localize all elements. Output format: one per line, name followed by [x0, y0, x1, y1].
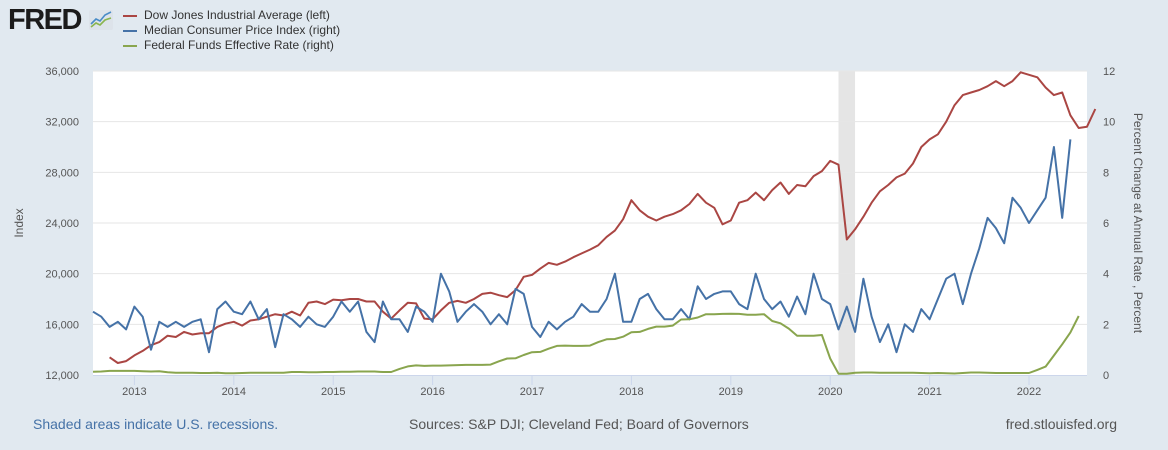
right-tick-label: 4 — [1103, 269, 1109, 281]
grid-layer — [93, 70, 1087, 325]
right-tick-label: 0 — [1103, 370, 1109, 382]
series-line-djia — [109, 71, 1097, 364]
recession-note-link[interactable]: Shaded areas indicate U.S. recessions. — [33, 416, 279, 432]
right-tick-label: 2 — [1103, 319, 1109, 331]
x-tick-label: 2014 — [222, 386, 246, 398]
right-y-axis: 0 2 4 6 8 10 12 — [1103, 66, 1115, 382]
right-tick-label: 10 — [1103, 117, 1115, 129]
x-tick-label: 2013 — [122, 386, 146, 398]
left-tick-label: 36,000 — [45, 66, 79, 78]
chart-legend: Dow Jones Industrial Average (left) Medi… — [123, 8, 340, 53]
left-tick-label: 28,000 — [45, 167, 79, 179]
sources-text: Sources: S&P DJI; Cleveland Fed; Board o… — [409, 416, 749, 432]
x-tick-label: 2021 — [917, 386, 941, 398]
left-tick-label: 20,000 — [45, 269, 79, 281]
right-tick-label: 6 — [1103, 218, 1109, 230]
chart-trend-icon — [89, 10, 113, 30]
x-axis: 2013 2014 2015 2016 2017 2018 2019 2020 2021 2022 — [93, 375, 1087, 398]
fred-logo[interactable]: FRED — [8, 4, 82, 36]
right-axis-title: Percent Change at Annual Rate , Percent — [1131, 113, 1145, 334]
legend-item-fed-funds[interactable]: Federal Funds Effective Rate (right) — [123, 38, 340, 53]
x-tick-label: 2022 — [1017, 386, 1041, 398]
right-tick-label: 12 — [1103, 66, 1115, 78]
left-y-axis: 12,000 16,000 20,000 24,000 28,000 32,000 36,0… — [45, 66, 79, 382]
legend-label-fed-funds: Federal Funds Effective Rate (right) — [144, 38, 334, 52]
legend-swatch-fed-funds — [123, 44, 137, 47]
legend-swatch-djia — [123, 14, 137, 17]
legend-label-djia: Dow Jones Industrial Average (left) — [144, 8, 330, 22]
x-tick-label: 2019 — [719, 386, 743, 398]
legend-swatch-median-cpi — [123, 29, 137, 32]
left-tick-label: 24,000 — [45, 218, 79, 230]
legend-item-median-cpi[interactable]: Median Consumer Price Index (right) — [123, 23, 340, 38]
series-line-median-cpi — [92, 139, 1072, 354]
left-tick-label: 16,000 — [45, 319, 79, 331]
right-tick-label: 8 — [1103, 167, 1109, 179]
x-tick-label: 2016 — [420, 386, 444, 398]
x-tick-label: 2020 — [818, 386, 842, 398]
left-axis-title: Index — [12, 208, 26, 237]
x-tick-label: 2017 — [520, 386, 544, 398]
x-tick-label: 2018 — [619, 386, 643, 398]
left-tick-label: 12,000 — [45, 370, 79, 382]
legend-item-djia[interactable]: Dow Jones Industrial Average (left) — [123, 8, 340, 23]
series-line-fed-funds — [92, 312, 1080, 375]
site-link[interactable]: fred.stlouisfed.org — [1005, 416, 1117, 432]
series-layer — [92, 71, 1097, 375]
legend-label-median-cpi: Median Consumer Price Index (right) — [144, 23, 341, 37]
left-tick-label: 32,000 — [45, 117, 79, 129]
x-tick-label: 2015 — [321, 386, 345, 398]
